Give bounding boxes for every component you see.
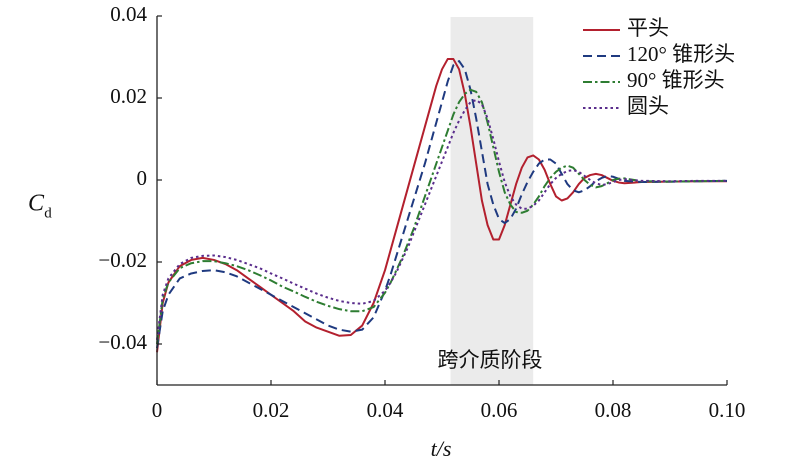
legend-label: 圆头 <box>627 94 669 118</box>
series-line <box>156 99 727 341</box>
axes-layer: −0.04 −0.02 0 0.02 0.04 0 0.02 0.04 0.06 0.08 0.10… <box>98 2 745 422</box>
legend-label: 90° 锥形头 <box>627 68 725 92</box>
x-axis-label: t/s <box>431 436 452 461</box>
y-axis-label: C <box>28 191 45 217</box>
x-tick-label: 0 <box>152 398 163 422</box>
x-tick-label: 0.10 <box>709 398 746 422</box>
y-tick-label: 0.02 <box>110 84 147 108</box>
series-line <box>156 60 728 349</box>
y-tick-label: −0.02 <box>98 248 147 272</box>
x-tick-label: 0.04 <box>367 398 404 422</box>
y-tick-label: 0 <box>137 166 148 190</box>
annotation: 跨介质阶段 <box>438 348 543 372</box>
y-tick-label: −0.04 <box>98 330 147 354</box>
y-axis-label-subscript: d <box>44 205 52 221</box>
lines-layer <box>156 58 728 353</box>
legend-label: 120° 锥形头 <box>627 42 735 66</box>
legend-label: 平头 <box>627 16 669 40</box>
x-tick-label: 0.02 <box>253 398 290 422</box>
y-tick-label: 0.04 <box>110 2 147 26</box>
x-tick-label: 0.06 <box>481 398 518 422</box>
series-line <box>156 88 728 345</box>
x-tick-label: 0.08 <box>595 398 632 422</box>
